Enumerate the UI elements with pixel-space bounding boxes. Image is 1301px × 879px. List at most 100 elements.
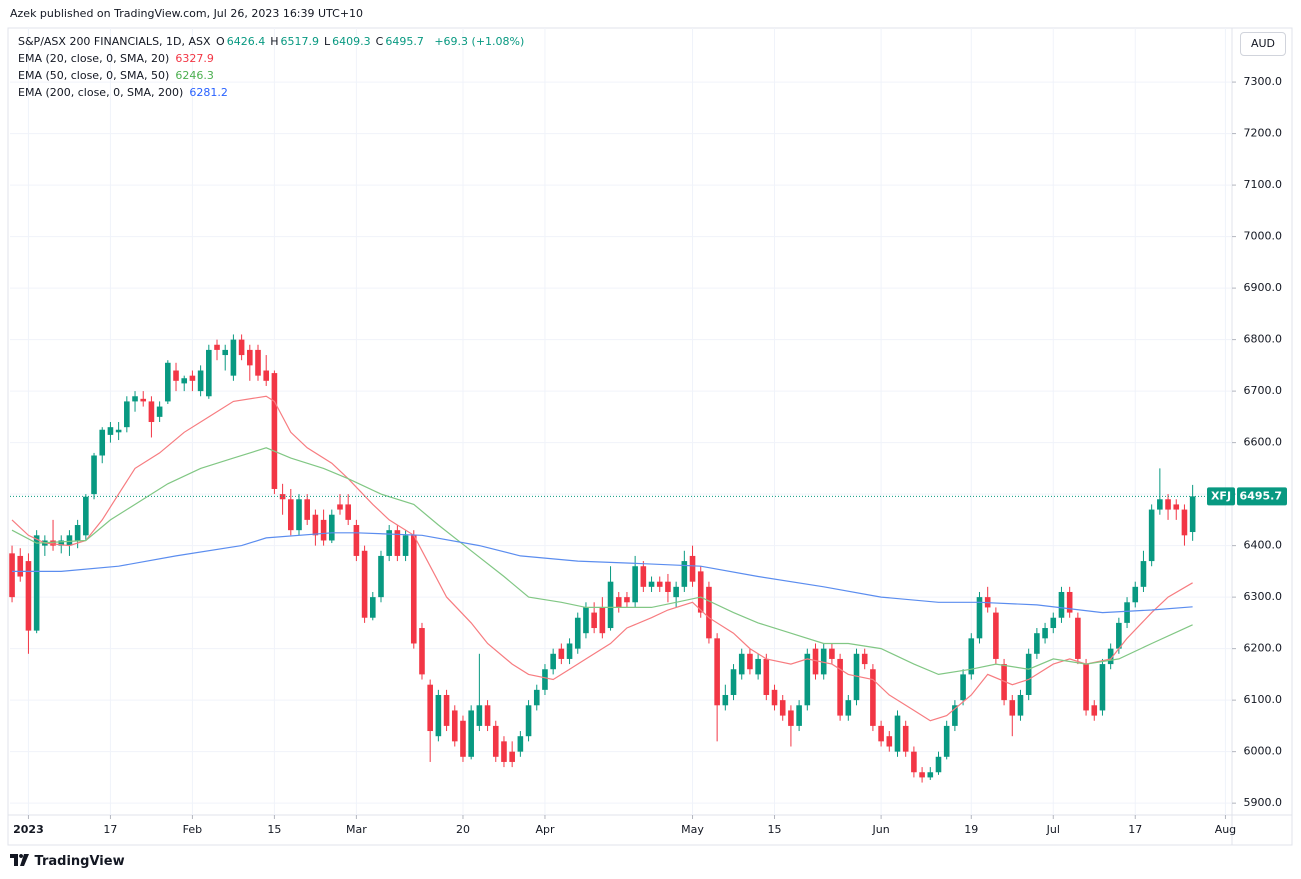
- candle-body: [976, 597, 983, 639]
- ema-line: [12, 532, 1193, 614]
- candle-body: [1140, 561, 1147, 587]
- candle-body: [1107, 648, 1114, 665]
- brand: TradingView: [10, 853, 127, 869]
- candle-body: [894, 715, 901, 752]
- candle-body: [173, 370, 179, 381]
- ohlc-value: 6426.4: [226, 35, 266, 48]
- candle-body: [730, 669, 737, 695]
- candle-body: [1124, 602, 1130, 623]
- candle-body: [886, 736, 893, 747]
- candle-body: [845, 700, 852, 716]
- candle-body: [820, 648, 827, 675]
- x-tick-label: 19: [964, 823, 978, 836]
- candle-body: [1189, 496, 1196, 533]
- candle-body: [861, 653, 868, 665]
- candle-body: [74, 525, 81, 541]
- candle-body: [919, 772, 925, 778]
- candle-body: [361, 550, 368, 618]
- x-tick-label: 20: [456, 823, 470, 836]
- candle-body: [214, 344, 220, 350]
- candle-body: [927, 772, 934, 778]
- x-tick-label: 15: [768, 823, 782, 836]
- y-tick-label: 7300.0: [1244, 75, 1283, 88]
- brand-name: TradingView: [34, 854, 125, 869]
- candle-body: [386, 530, 392, 556]
- candle-body: [17, 555, 24, 577]
- ticker-box: [1207, 487, 1235, 506]
- y-tick-label: 6700.0: [1244, 384, 1283, 397]
- candle-body: [230, 339, 237, 376]
- candle-body: [484, 705, 491, 726]
- candle-body: [788, 710, 794, 726]
- candle-body: [935, 756, 942, 773]
- candle-body: [91, 455, 97, 495]
- candle-body: [952, 705, 958, 726]
- y-tick-label: 6800.0: [1244, 333, 1283, 346]
- y-tick-label: 6300.0: [1244, 590, 1283, 603]
- ema-line: [11, 395, 1193, 722]
- candle-body: [771, 689, 778, 706]
- candle-body: [99, 429, 106, 456]
- x-tick-label: May: [681, 823, 704, 836]
- candle-body: [107, 427, 114, 435]
- legend-row: EMA (200, close, 0, SMA, 200) 6281.2: [18, 86, 230, 99]
- ohlc: O 6426.4 H 6517.9 L 6409.3 C 6495.7: [216, 35, 429, 48]
- candle-body: [140, 398, 147, 402]
- x-tick-label: Aug: [1215, 823, 1236, 836]
- last-price-box: [1237, 487, 1287, 506]
- candle-body: [1009, 700, 1016, 716]
- candle-body: [1091, 705, 1098, 716]
- candle-body: [583, 607, 589, 634]
- legend-name: EMA (200, close, 0, SMA, 200): [18, 86, 184, 99]
- candle-body: [960, 674, 966, 701]
- y-tick-label: 7000.0: [1244, 230, 1283, 243]
- ema-line: [11, 447, 1193, 676]
- frame: [7, 27, 1293, 846]
- candle-body: [509, 751, 515, 762]
- candle-body: [501, 741, 507, 762]
- candle-body: [33, 535, 40, 631]
- candle-body: [615, 597, 622, 608]
- candle-body: [599, 607, 606, 634]
- ohlc-label: H: [270, 35, 279, 48]
- candle-body: [476, 705, 483, 726]
- candle-body: [419, 628, 425, 675]
- ohlc-label: C: [375, 35, 384, 48]
- candle-body: [394, 530, 401, 556]
- candle-body: [189, 375, 196, 381]
- candle-body: [279, 494, 286, 500]
- candle-body: [853, 653, 860, 701]
- candle-body: [706, 586, 712, 639]
- candle-body: [148, 401, 155, 423]
- candle-body: [50, 540, 56, 546]
- ohlc-value: 6409.3: [332, 35, 371, 48]
- candle-body: [1083, 664, 1089, 711]
- legend-value: 6281.2: [189, 86, 228, 99]
- candle-body: [689, 555, 696, 582]
- candle-body: [115, 429, 122, 433]
- candle-body: [410, 535, 417, 644]
- candle-body: [9, 553, 15, 598]
- candle-body: [1066, 591, 1073, 613]
- candle-body: [968, 638, 975, 675]
- candle-body: [574, 617, 581, 649]
- candle-body: [271, 373, 278, 489]
- x-tick-label: 2023: [13, 823, 44, 836]
- candle-body: [181, 378, 188, 384]
- y-tick-label: 6200.0: [1244, 642, 1283, 655]
- candle-body: [624, 597, 630, 603]
- candle-body: [1017, 694, 1024, 716]
- y-tick-label: 6400.0: [1244, 539, 1283, 552]
- candle-body: [665, 581, 671, 592]
- candle-body: [1157, 499, 1163, 510]
- candle-body: [312, 514, 319, 536]
- currency-button[interactable]: AUD: [1240, 32, 1286, 56]
- candle-body: [1034, 633, 1040, 654]
- candle-body: [878, 725, 884, 742]
- candle-body: [911, 751, 917, 773]
- candle-body: [714, 638, 720, 706]
- candle-body: [378, 555, 384, 598]
- change: +69.3 (+1.08%): [434, 35, 525, 48]
- candle-body: [427, 684, 433, 732]
- candle-body: [337, 504, 343, 510]
